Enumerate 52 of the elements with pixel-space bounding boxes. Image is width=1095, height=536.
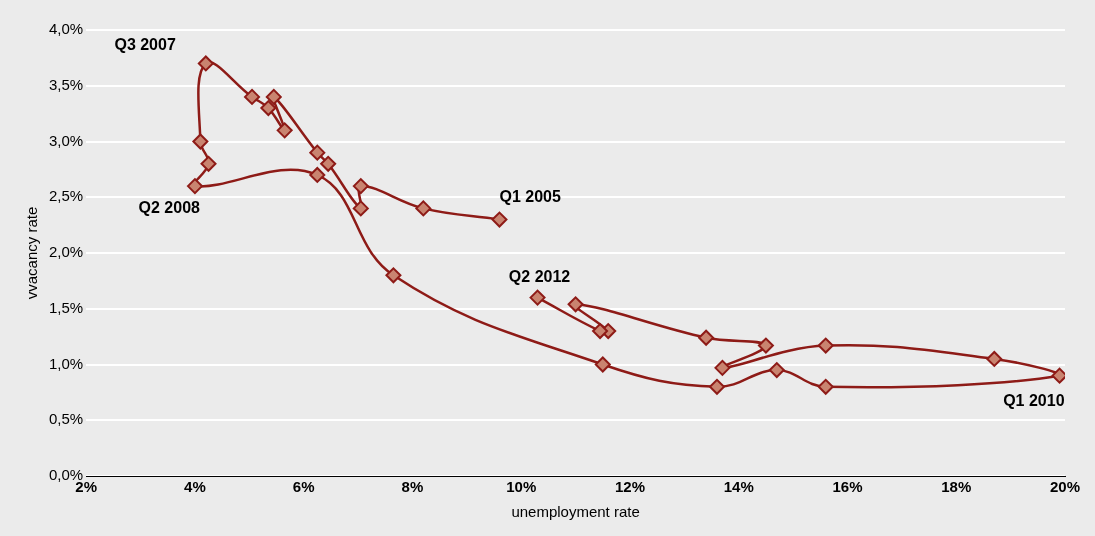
point xyxy=(260,100,277,117)
x-tick-label: 20% xyxy=(1049,478,1081,496)
y-tick-label: 1,5% xyxy=(48,298,84,316)
point xyxy=(244,88,261,105)
point xyxy=(986,350,1003,367)
point xyxy=(529,289,546,306)
annotation: Q2 2008 xyxy=(138,198,201,216)
y-tick-label: 2,0% xyxy=(48,243,84,261)
y-tick-label: 4,0% xyxy=(48,20,84,38)
x-tick-label: 12% xyxy=(614,478,645,496)
y-tick-label: 3,5% xyxy=(48,75,84,93)
y-tick-label: 2,5% xyxy=(48,187,84,205)
x-tick-label: 14% xyxy=(723,478,754,496)
point xyxy=(708,378,725,395)
point xyxy=(768,362,785,379)
point xyxy=(385,267,402,284)
y-axis-title: vvacancy rate xyxy=(23,206,41,300)
annotation: Q2 2012 xyxy=(508,268,571,286)
point xyxy=(320,155,337,172)
point xyxy=(309,166,326,183)
x-tick-label: 8% xyxy=(401,478,424,496)
y-tick-label: 3,0% xyxy=(48,131,84,149)
point xyxy=(567,296,584,313)
y-tick-label: 1,0% xyxy=(48,354,84,372)
x-tick-label: 18% xyxy=(941,478,972,496)
point xyxy=(352,200,369,217)
point xyxy=(594,356,611,373)
point xyxy=(352,178,369,195)
point xyxy=(817,337,834,354)
point xyxy=(698,329,715,346)
point xyxy=(186,178,203,195)
x-tick-label: 16% xyxy=(832,478,863,496)
annotation: Q1 2010 xyxy=(1003,392,1065,410)
x-tick-label: 6% xyxy=(292,478,315,496)
x-tick-label: 4% xyxy=(184,478,206,496)
y-tick-label: 0,5% xyxy=(48,410,84,428)
point xyxy=(415,200,432,217)
point xyxy=(200,155,217,172)
point xyxy=(265,88,282,105)
point xyxy=(309,144,326,161)
point xyxy=(817,378,834,395)
point xyxy=(192,133,209,150)
x-axis-title: unemployment rate xyxy=(511,503,640,521)
point xyxy=(491,211,508,228)
annotation: Q1 2005 xyxy=(499,187,561,205)
point xyxy=(757,337,774,354)
annotation: Q3 2007 xyxy=(114,35,176,53)
point xyxy=(276,122,293,139)
point xyxy=(592,323,609,340)
point xyxy=(197,55,214,72)
x-tick-label: 10% xyxy=(506,478,537,496)
point xyxy=(714,359,731,376)
